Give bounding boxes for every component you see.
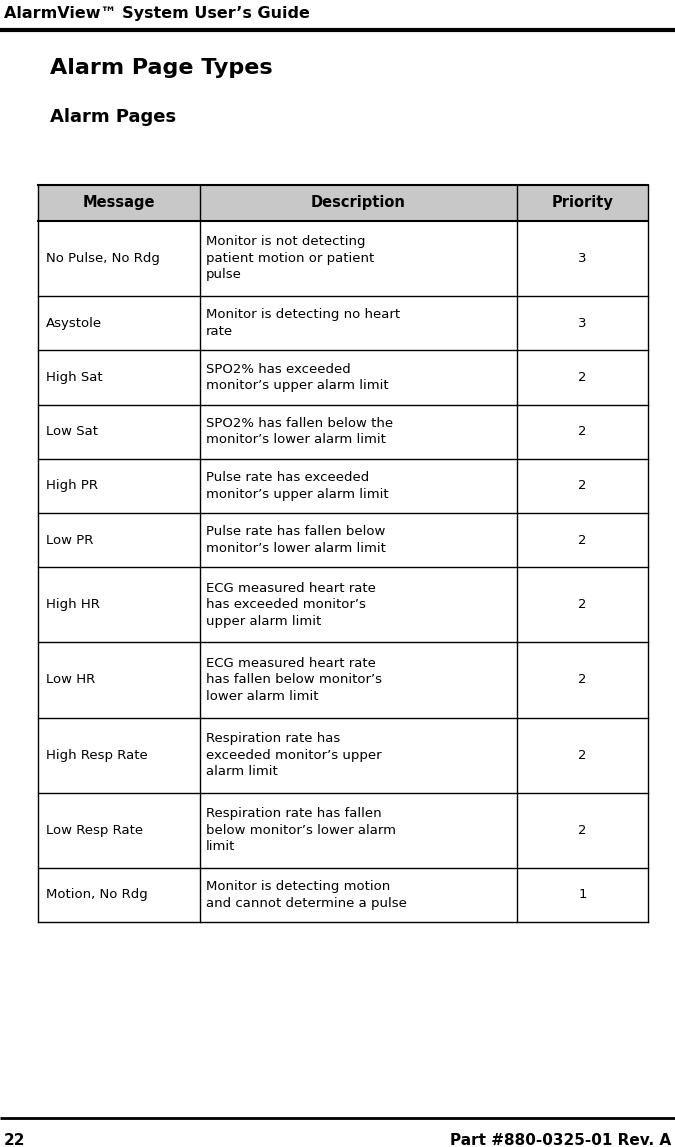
Text: Alarm Pages: Alarm Pages bbox=[50, 108, 176, 126]
Bar bbox=[38, 185, 648, 221]
Text: Message: Message bbox=[82, 195, 155, 210]
Text: Respiration rate has
exceeded monitor’s upper
alarm limit: Respiration rate has exceeded monitor’s … bbox=[206, 732, 381, 778]
Text: ECG measured heart rate
has fallen below monitor’s
lower alarm limit: ECG measured heart rate has fallen below… bbox=[206, 657, 381, 703]
Text: 2: 2 bbox=[578, 533, 587, 547]
Text: SPO2% has exceeded
monitor’s upper alarm limit: SPO2% has exceeded monitor’s upper alarm… bbox=[206, 362, 388, 392]
Text: 2: 2 bbox=[578, 479, 587, 492]
Text: Monitor is detecting no heart
rate: Monitor is detecting no heart rate bbox=[206, 309, 400, 338]
Text: Priority: Priority bbox=[551, 195, 614, 210]
Text: Description: Description bbox=[310, 195, 406, 210]
Text: 3: 3 bbox=[578, 252, 587, 265]
Text: ECG measured heart rate
has exceeded monitor’s
upper alarm limit: ECG measured heart rate has exceeded mon… bbox=[206, 582, 375, 627]
Text: Motion, No Rdg: Motion, No Rdg bbox=[46, 889, 148, 902]
Text: Pulse rate has fallen below
monitor’s lower alarm limit: Pulse rate has fallen below monitor’s lo… bbox=[206, 525, 385, 555]
Text: 2: 2 bbox=[578, 824, 587, 836]
Text: 2: 2 bbox=[578, 749, 587, 762]
Text: Part #880-0325-01 Rev. A: Part #880-0325-01 Rev. A bbox=[450, 1133, 671, 1147]
Text: High PR: High PR bbox=[46, 479, 98, 492]
Text: 2: 2 bbox=[578, 370, 587, 384]
Text: High HR: High HR bbox=[46, 599, 100, 611]
Text: Low HR: Low HR bbox=[46, 673, 95, 686]
Text: 2: 2 bbox=[578, 673, 587, 686]
Text: 3: 3 bbox=[578, 317, 587, 329]
Text: 2: 2 bbox=[578, 599, 587, 611]
Text: 2: 2 bbox=[578, 426, 587, 438]
Text: Low Sat: Low Sat bbox=[46, 426, 98, 438]
Text: Asystole: Asystole bbox=[46, 317, 102, 329]
Text: AlarmView™ System User’s Guide: AlarmView™ System User’s Guide bbox=[4, 6, 310, 21]
Text: High Sat: High Sat bbox=[46, 370, 103, 384]
Text: High Resp Rate: High Resp Rate bbox=[46, 749, 148, 762]
Text: Pulse rate has exceeded
monitor’s upper alarm limit: Pulse rate has exceeded monitor’s upper … bbox=[206, 471, 388, 500]
Text: Respiration rate has fallen
below monitor’s lower alarm
limit: Respiration rate has fallen below monito… bbox=[206, 807, 396, 853]
Text: 1: 1 bbox=[578, 889, 587, 902]
Text: Low PR: Low PR bbox=[46, 533, 93, 547]
Text: Alarm Page Types: Alarm Page Types bbox=[50, 58, 273, 78]
Text: 22: 22 bbox=[4, 1133, 26, 1147]
Text: Monitor is detecting motion
and cannot determine a pulse: Monitor is detecting motion and cannot d… bbox=[206, 880, 406, 910]
Text: Monitor is not detecting
patient motion or patient
pulse: Monitor is not detecting patient motion … bbox=[206, 235, 374, 281]
Text: No Pulse, No Rdg: No Pulse, No Rdg bbox=[46, 252, 160, 265]
Text: Low Resp Rate: Low Resp Rate bbox=[46, 824, 143, 836]
Text: SPO2% has fallen below the
monitor’s lower alarm limit: SPO2% has fallen below the monitor’s low… bbox=[206, 416, 393, 446]
